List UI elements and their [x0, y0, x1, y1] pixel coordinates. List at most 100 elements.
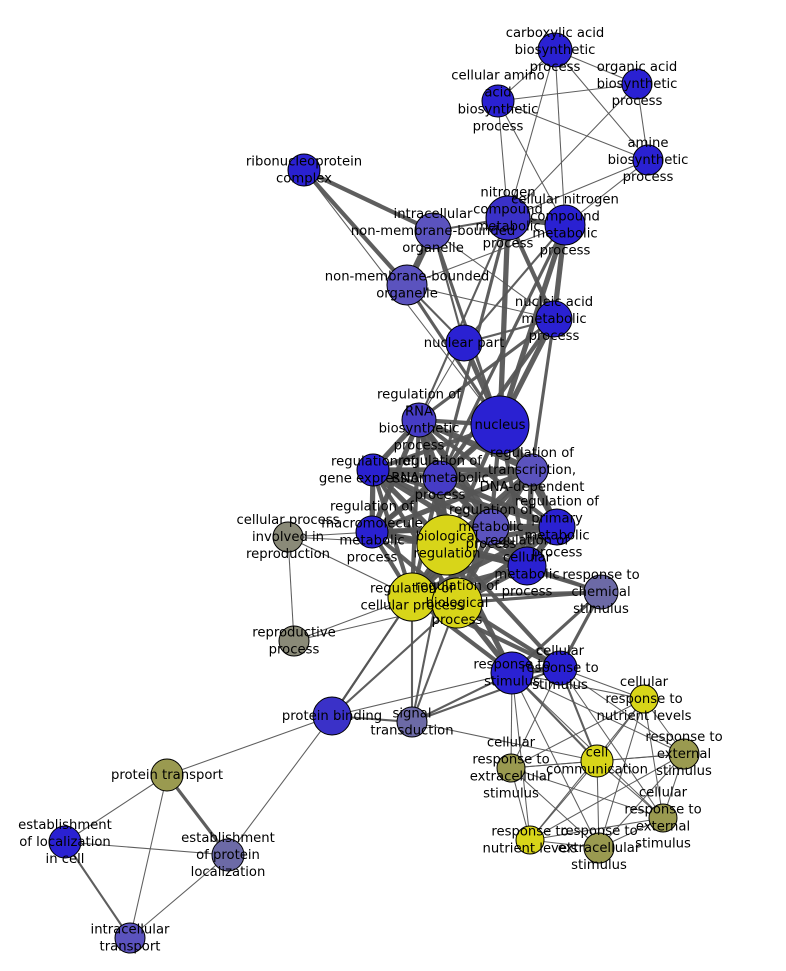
graph-edge	[64, 841, 229, 856]
graph-edge	[510, 767, 600, 849]
graph-node[interactable]	[431, 577, 483, 629]
graph-node-label: nucleus	[475, 418, 526, 433]
graph-node[interactable]	[583, 832, 615, 864]
graph-edge	[598, 698, 645, 849]
graph-edge	[64, 774, 168, 843]
graph-edge	[165, 774, 230, 856]
graph-node[interactable]	[422, 460, 458, 496]
graph-node-label: regulation of transcription, DNA-dependent	[480, 446, 585, 495]
graph-node-label: cellular nitrogen compound metabolic proces…	[511, 193, 619, 259]
graph-node[interactable]	[386, 264, 428, 306]
graph-node[interactable]	[485, 195, 531, 241]
graph-node[interactable]	[287, 153, 321, 187]
graph-edge	[331, 672, 513, 717]
graph-node[interactable]	[621, 68, 653, 100]
graph-node-label: carboxylic acid biosynthetic process	[506, 26, 605, 75]
graph-edge	[166, 715, 333, 776]
graph-node[interactable]	[114, 922, 146, 954]
graph-edge	[129, 854, 229, 939]
graph-node[interactable]	[648, 803, 678, 833]
graph-node[interactable]	[355, 515, 389, 549]
graph-edge	[302, 168, 409, 287]
graph-edge	[129, 774, 168, 939]
graph-node[interactable]	[481, 84, 515, 118]
graph-node[interactable]	[150, 758, 184, 792]
graph-node-label: regulation of RNA metabolic process	[391, 454, 488, 503]
graph-edge	[507, 159, 649, 219]
graph-node[interactable]	[272, 521, 304, 553]
graph-node[interactable]	[542, 650, 578, 686]
graph-edge	[418, 217, 509, 421]
graph-node-label: cellular response to nutrient levels	[596, 675, 691, 724]
graph-node-label: nucleic acid metabolic process	[515, 295, 593, 344]
graph-edge	[417, 417, 534, 473]
graph-node[interactable]	[472, 508, 510, 546]
graph-edge	[287, 536, 295, 642]
graph-node[interactable]	[396, 706, 428, 738]
graph-node-label: regulation of cellular process	[360, 582, 463, 614]
graph-node[interactable]	[537, 32, 573, 68]
graph-node-label: regulation of RNA biosynthetic process	[377, 388, 461, 454]
graph-node[interactable]	[632, 144, 664, 176]
graph-edge	[529, 817, 664, 841]
graph-node-label: intracellular non-membrane-bounded organel…	[351, 207, 515, 256]
graph-edge	[511, 672, 685, 755]
graph-node[interactable]	[515, 825, 545, 855]
graph-node[interactable]	[538, 508, 576, 546]
graph-edge	[511, 672, 600, 849]
graph-edge	[463, 224, 566, 344]
graph-node[interactable]	[629, 684, 659, 714]
graph-edge	[497, 83, 638, 102]
graph-node[interactable]	[580, 744, 614, 778]
graph-node-label: establishment of localization in cell	[18, 818, 112, 867]
graph-node-label: nuclear part	[424, 336, 504, 351]
graph-node[interactable]	[312, 696, 352, 736]
graph-edge	[411, 721, 598, 762]
graph-edge	[559, 667, 664, 819]
graph-edge	[507, 83, 638, 219]
graph-node-label: intracellular transport	[91, 923, 170, 955]
graph-node[interactable]	[211, 838, 245, 872]
graph-node[interactable]	[48, 825, 82, 859]
graph-edge	[331, 602, 458, 717]
graph-node[interactable]	[496, 753, 526, 783]
graph-node-label: protein transport	[111, 768, 223, 783]
graph-node[interactable]	[507, 546, 547, 586]
graph-edge	[418, 317, 555, 422]
graph-node[interactable]	[535, 300, 573, 338]
graph-node[interactable]	[490, 651, 534, 695]
graph-edge	[497, 100, 649, 161]
graph-node-label: regulation of biological process	[415, 579, 499, 628]
graph-node-label: cellular response to extracellular stimulus	[470, 736, 553, 802]
graph-node[interactable]	[668, 738, 700, 770]
graph-node-label: organic acid biosynthetic process	[597, 60, 678, 109]
graph-node[interactable]	[445, 324, 483, 362]
graph-edge	[372, 467, 558, 530]
graph-node-label: nitrogen compound metabolic process	[473, 186, 543, 252]
graph-node-label: cellular response to stimulus	[521, 644, 598, 693]
graph-node-label: response to external stimulus	[645, 730, 722, 779]
graph-edge	[511, 672, 531, 841]
graph-node-label: non-membrane-bounded organelle	[325, 270, 489, 302]
graph-node[interactable]	[470, 395, 530, 455]
graph-node[interactable]	[515, 453, 549, 487]
graph-node[interactable]	[544, 204, 586, 246]
graph-node-label: biological regulation	[414, 530, 481, 562]
graph-node[interactable]	[278, 625, 310, 657]
graph-node[interactable]	[416, 514, 478, 576]
graph-edge	[598, 753, 685, 849]
graph-node-label: cellular response to external stimulus	[624, 786, 701, 852]
graph-node-label: amine biosynthetic process	[608, 136, 689, 185]
graph-node-label: ribonucleoprotein complex	[246, 155, 362, 187]
graph-node-label: establishment of protein localization	[181, 831, 275, 880]
graph-node-label: response to stimulus	[473, 658, 550, 690]
graph-node[interactable]	[356, 453, 390, 487]
graph-edge	[497, 100, 566, 226]
graph-node[interactable]	[583, 574, 619, 610]
graph-node[interactable]	[401, 402, 437, 438]
labels-layer: carboxylic acid biosynthetic process organi…	[18, 26, 723, 955]
graph-edge	[410, 524, 559, 600]
graph-edge	[510, 698, 645, 769]
graph-node[interactable]	[414, 212, 452, 250]
